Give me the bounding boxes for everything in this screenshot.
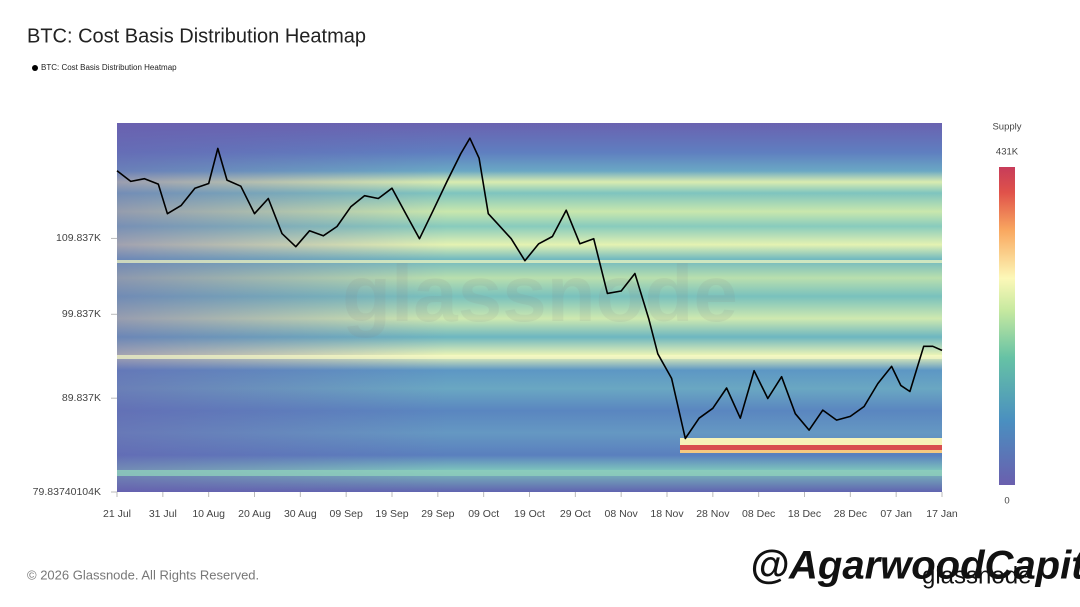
x-tick-label: 09 Sep — [330, 508, 363, 520]
x-tick-label: 18 Nov — [650, 508, 684, 520]
colorbar-title: Supply — [992, 122, 1021, 133]
heatmap-shade — [117, 123, 942, 492]
x-tick-label: 08 Nov — [605, 508, 639, 520]
legend-label: BTC: Cost Basis Distribution Heatmap — [41, 63, 177, 72]
x-tick-label: 30 Aug — [284, 508, 317, 520]
x-tick-label: 07 Jan — [880, 508, 912, 520]
colorbar-tick-label: 431K — [996, 147, 1019, 158]
x-tick-label: 29 Sep — [421, 508, 454, 520]
x-tick-label: 18 Dec — [788, 508, 821, 520]
logo: glassnode — [922, 562, 1031, 589]
heatmap-band — [117, 470, 942, 476]
x-tick-label: 20 Aug — [238, 508, 271, 520]
y-tick-label: 99.837K — [62, 308, 101, 320]
heatmap-band — [680, 438, 942, 445]
chart-title: BTC: Cost Basis Distribution Heatmap — [27, 25, 366, 47]
heatmap-band — [117, 260, 942, 263]
x-tick-label: 29 Oct — [560, 508, 591, 520]
y-tick-label: 109.837K — [56, 232, 101, 244]
x-tick-label: 31 Jul — [149, 508, 177, 520]
y-tick-label: 89.837K — [62, 392, 101, 404]
heatmap-band — [680, 450, 942, 453]
heatmap-band — [117, 355, 942, 359]
price-line — [116, 137, 943, 440]
x-tick-label: 10 Aug — [192, 508, 225, 520]
x-tick-label: 28 Nov — [696, 508, 730, 520]
overlay-text: @AgarwoodCapital — [750, 544, 1080, 588]
x-tick-label: 21 Jul — [103, 508, 131, 520]
x-tick-label: 08 Dec — [742, 508, 775, 520]
x-tick-label: 09 Oct — [468, 508, 499, 520]
x-tick-label: 28 Dec — [834, 508, 867, 520]
x-tick-label: 17 Jan — [926, 508, 958, 520]
watermark: glassnode — [342, 249, 738, 338]
x-tick-label: 19 Sep — [375, 508, 408, 520]
y-tick-label: 79.83740104K — [33, 486, 101, 498]
legend-marker — [32, 65, 38, 71]
colorbar-tick-label: 0 — [1004, 496, 1009, 507]
x-tick-label: 19 Oct — [514, 508, 545, 520]
colorbar — [999, 167, 1015, 485]
footer: © 2026 Glassnode. All Rights Reserved. — [27, 567, 259, 582]
heatmap — [117, 123, 942, 492]
heatmap-band — [680, 445, 942, 450]
